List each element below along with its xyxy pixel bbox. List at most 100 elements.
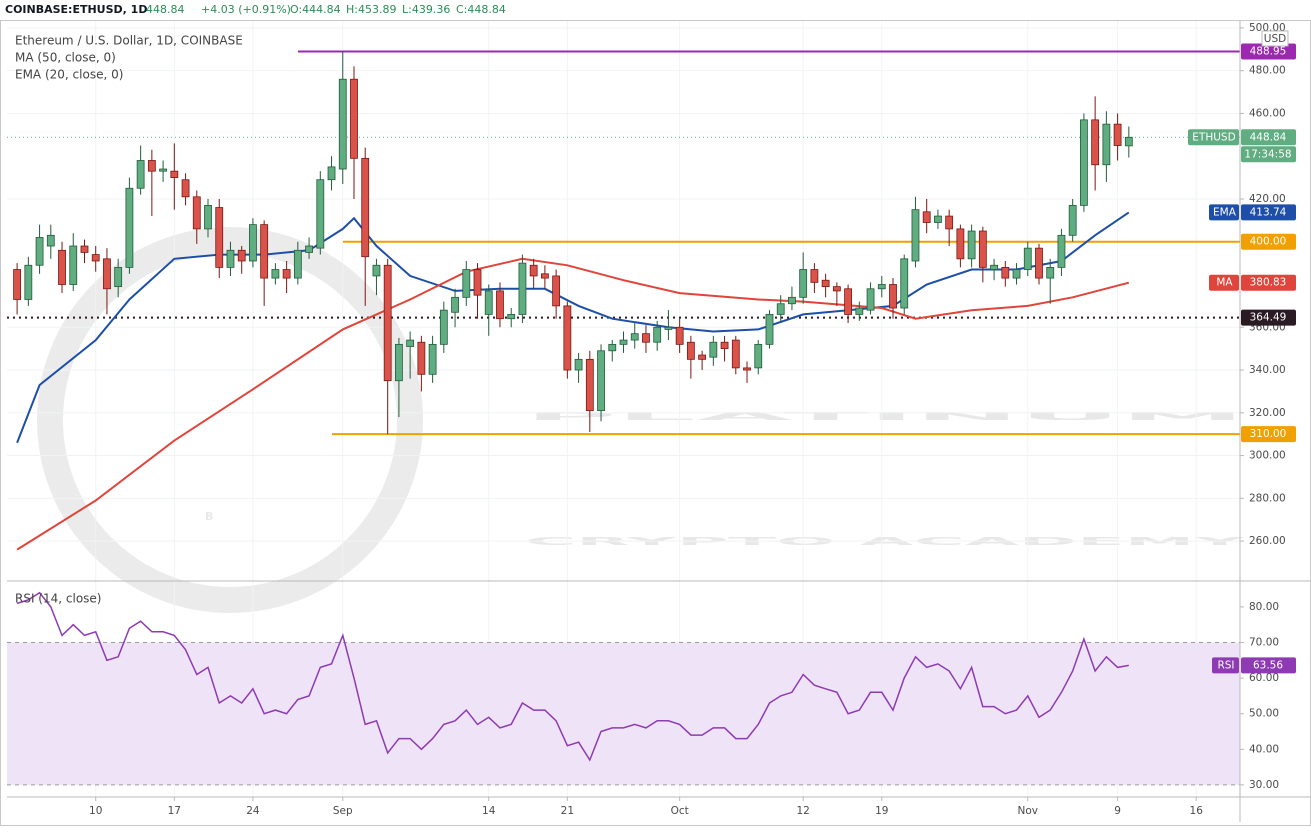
y-tick-label: 500.00 — [1249, 22, 1286, 34]
watermark-ring — [37, 227, 423, 613]
change: +4.03 (+0.91%) — [201, 3, 291, 16]
ohlc-value: H:453.89 — [346, 3, 396, 16]
candle-body — [911, 209, 920, 262]
legend-entry: MA (50, close, 0) — [15, 51, 116, 65]
candle-body — [1012, 269, 1021, 279]
candle-body — [529, 264, 538, 277]
series-tag-label: MA — [1216, 277, 1233, 289]
price-tag — [1241, 43, 1296, 60]
candle-body — [46, 234, 55, 247]
candle-body — [484, 290, 493, 315]
candle-body — [260, 224, 269, 279]
x-tick-label: 10 — [89, 805, 102, 817]
legend-entry: EMA (20, close, 0) — [15, 68, 123, 82]
price-tag — [1241, 204, 1296, 221]
symbol: COINBASE:ETHUSD, 1D — [5, 3, 147, 16]
candle-body — [271, 269, 280, 279]
candle-body — [754, 343, 763, 369]
y-tick-label: 80.00 — [1249, 601, 1279, 613]
y-tick-label: 480.00 — [1249, 65, 1286, 77]
y-tick-label: 340.00 — [1249, 364, 1286, 376]
candle-body — [496, 290, 504, 320]
candle-body — [518, 262, 527, 315]
candle-body — [1035, 247, 1043, 279]
candle-body — [1091, 119, 1100, 166]
candle-body — [1023, 247, 1032, 270]
candle-body — [439, 309, 448, 345]
candle-body — [192, 196, 201, 230]
candle-body — [226, 249, 235, 268]
last-price: 448.84 — [146, 3, 185, 16]
candle-body — [664, 326, 673, 330]
price-tag — [1241, 657, 1296, 674]
candle-body — [1068, 204, 1077, 236]
y-tick-label: 50.00 — [1249, 708, 1279, 720]
candle-body — [350, 78, 358, 159]
unit-box — [1261, 30, 1289, 47]
legend: Ethereum / U.S. Dollar, 1D, COINBASE MA … — [15, 34, 243, 606]
y-tick-label: 280.00 — [1249, 492, 1286, 504]
price-tag-label: 364.49 — [1250, 312, 1287, 324]
candle-body — [24, 264, 33, 300]
candle-body — [956, 228, 965, 260]
candle-body — [1046, 266, 1055, 279]
x-tick-label: 14 — [482, 805, 496, 817]
candle-body — [743, 367, 751, 371]
x-tick-label: 21 — [561, 805, 574, 817]
candle-body — [552, 275, 561, 307]
candle-body — [574, 358, 583, 371]
candle-body — [799, 269, 808, 298]
candle-body — [170, 170, 179, 178]
candle-body — [125, 187, 134, 268]
price-tag-label: 400.00 — [1250, 236, 1287, 248]
x-tick-label: 9 — [1114, 805, 1121, 817]
candle-body — [80, 245, 89, 253]
candle-body — [293, 249, 302, 279]
candle-body — [686, 341, 695, 360]
candle-body — [731, 339, 740, 369]
series-tag — [1209, 274, 1239, 291]
candle-body — [630, 333, 639, 341]
price-tag — [1241, 233, 1296, 250]
countdown: 17:34:58 — [1244, 148, 1291, 160]
candle-body — [698, 354, 707, 360]
rsi-title: RSI (14, close) — [15, 592, 101, 606]
candle-body — [69, 245, 78, 285]
candle-body — [327, 166, 336, 181]
x-tick-label: 17 — [168, 805, 181, 817]
candle-body — [597, 350, 605, 412]
price-tag-label: 63.56 — [1253, 659, 1283, 671]
series-tag — [1188, 129, 1239, 146]
candle-body — [428, 343, 437, 375]
candle-body — [832, 286, 841, 292]
candle-body — [1057, 234, 1066, 268]
candle-body — [204, 204, 212, 230]
ohlc-value: C:448.84 — [456, 3, 506, 16]
candle-body — [788, 296, 796, 305]
candle-body — [776, 303, 785, 315]
y-tick-label: 60.00 — [1249, 672, 1279, 684]
series-tag — [1212, 657, 1239, 674]
candle-body — [1080, 119, 1088, 206]
candle-body — [406, 339, 415, 347]
watermark-b: B — [205, 510, 213, 523]
candle-body — [934, 215, 942, 223]
candle-body — [608, 343, 617, 352]
candle-body — [765, 314, 774, 345]
x-tick-label: 24 — [246, 805, 260, 817]
y-tick-label: 260.00 — [1249, 535, 1286, 547]
candle-body — [563, 305, 572, 371]
y-tick-label: 300.00 — [1249, 450, 1286, 462]
candle-body — [1102, 123, 1111, 166]
price-tag-label: 310.00 — [1250, 428, 1287, 440]
chart-title: Ethereum / U.S. Dollar, 1D, COINBASE — [15, 34, 243, 48]
candle-body — [316, 179, 325, 249]
price-tag — [1241, 274, 1296, 291]
candle-body — [58, 249, 66, 285]
candle-body — [844, 288, 852, 315]
candle-body — [978, 230, 987, 268]
watermark-line: PLATINUM — [525, 410, 1245, 423]
candle-body — [675, 326, 684, 345]
candle-body — [1001, 266, 1010, 279]
candle-body — [1113, 123, 1122, 146]
